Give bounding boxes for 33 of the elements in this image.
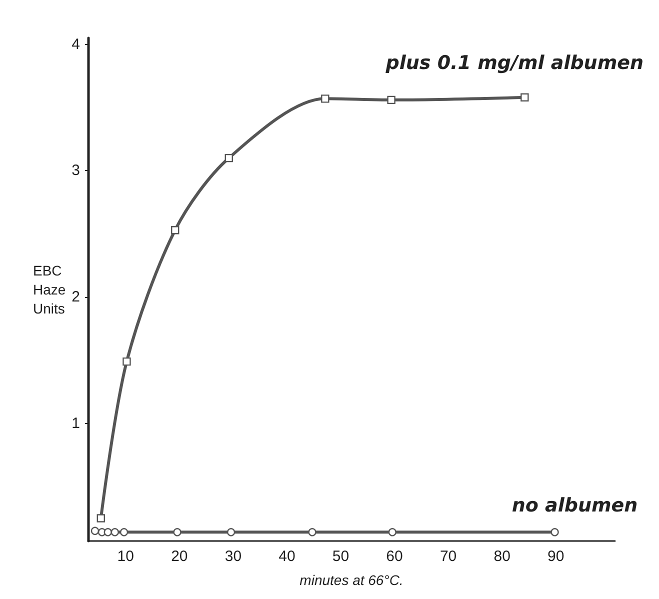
x-tick-label: 10 (117, 548, 134, 565)
y-tick-label: 3 (72, 162, 80, 180)
x-tick-label: 90 (548, 548, 564, 565)
point (321, 94, 330, 103)
point (90, 526, 100, 535)
x-tick-label: 40 (278, 548, 296, 565)
x-tick-label: 80 (494, 548, 510, 565)
point (120, 528, 128, 536)
x-axis-title: minutes at 66°C. (300, 572, 404, 588)
point (550, 528, 559, 536)
y-axis-title: EBC Haze Units (33, 262, 66, 316)
x-tick-label: 30 (224, 548, 242, 565)
series-label: plus 0.1 mg/ml albumen (384, 52, 644, 74)
x-tick-label: 70 (440, 548, 457, 565)
point (387, 96, 396, 104)
y-tick-label: 4 (72, 36, 80, 53)
x-tick-label: 50 (332, 548, 350, 565)
point (122, 357, 131, 366)
point (388, 528, 396, 536)
y-tick-label: 1 (72, 414, 80, 432)
point (224, 154, 233, 162)
point (104, 528, 112, 536)
point (96, 514, 106, 522)
point (226, 528, 236, 536)
point (171, 226, 180, 234)
x-tick-label: 20 (171, 548, 188, 565)
y-tick-label: 2 (72, 288, 80, 306)
point (110, 528, 119, 536)
x-tick-label: 60 (386, 548, 403, 565)
point (173, 528, 182, 536)
point (308, 528, 316, 536)
series-label: no albumen (512, 494, 638, 517)
point (520, 93, 529, 102)
